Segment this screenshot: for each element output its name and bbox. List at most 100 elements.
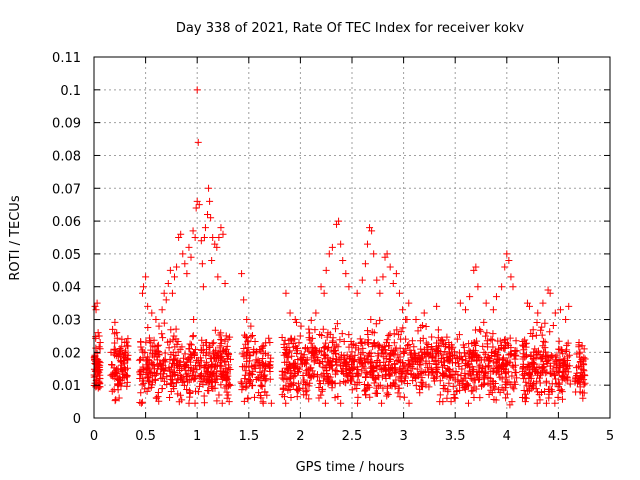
data-point xyxy=(167,326,175,334)
data-point xyxy=(545,394,553,402)
data-point xyxy=(334,343,342,351)
data-point xyxy=(367,352,375,360)
data-point xyxy=(176,391,184,399)
data-point xyxy=(289,359,297,367)
data-point xyxy=(179,354,187,362)
data-point xyxy=(137,399,145,407)
data-point xyxy=(554,394,562,402)
data-point xyxy=(201,224,209,232)
data-point xyxy=(463,361,471,369)
data-point xyxy=(279,384,287,392)
data-point xyxy=(348,341,356,349)
data-point xyxy=(351,351,359,359)
data-point xyxy=(527,353,535,361)
data-point xyxy=(171,355,179,363)
data-point xyxy=(281,336,289,344)
data-point xyxy=(561,355,569,363)
data-point xyxy=(505,256,513,264)
data-point xyxy=(208,383,216,391)
data-point xyxy=(456,299,464,307)
data-point xyxy=(476,394,484,402)
data-point xyxy=(221,337,229,345)
data-point xyxy=(391,382,399,390)
data-point xyxy=(447,398,455,406)
data-point xyxy=(223,372,231,380)
data-point xyxy=(405,399,413,407)
data-point xyxy=(251,337,259,345)
data-point xyxy=(217,370,225,378)
data-point xyxy=(290,379,298,387)
data-point xyxy=(383,336,391,344)
data-point xyxy=(251,393,259,401)
data-point xyxy=(211,362,219,370)
data-point xyxy=(439,371,447,379)
data-point xyxy=(323,366,331,374)
data-point xyxy=(166,337,174,345)
data-point xyxy=(373,276,381,284)
data-point xyxy=(192,204,200,212)
data-point xyxy=(487,368,495,376)
data-point xyxy=(367,370,375,378)
data-point xyxy=(219,371,227,379)
data-point xyxy=(328,379,336,387)
data-point xyxy=(306,329,314,337)
data-point xyxy=(158,330,166,338)
data-point xyxy=(123,364,131,372)
data-point xyxy=(151,365,159,373)
data-point xyxy=(256,368,264,376)
y-tick-labels: 0 0.01 0.02 0.03 0.04 0.05 0.06 0.07 0.08 0.09 0.1… xyxy=(52,51,81,427)
data-point xyxy=(445,379,453,387)
data-point xyxy=(526,380,534,388)
data-point xyxy=(394,389,402,397)
data-point xyxy=(390,330,398,338)
data-point xyxy=(480,356,488,364)
data-point xyxy=(319,363,327,371)
data-point xyxy=(244,348,252,356)
y-tick-label: 0.05 xyxy=(52,248,81,263)
data-point xyxy=(467,357,475,365)
data-point xyxy=(327,362,335,370)
data-point xyxy=(470,367,478,375)
data-point xyxy=(307,339,315,347)
data-point xyxy=(249,368,257,376)
data-point xyxy=(240,344,248,352)
data-point xyxy=(405,341,413,349)
data-point xyxy=(404,366,412,374)
data-point xyxy=(211,354,219,362)
data-point xyxy=(393,326,401,334)
data-point xyxy=(200,392,208,400)
data-point xyxy=(505,351,513,359)
y-tick-label: 0.06 xyxy=(52,215,81,230)
data-point xyxy=(194,138,202,146)
x-axis-label: GPS time / hours xyxy=(296,460,405,475)
data-point xyxy=(137,389,145,397)
data-point xyxy=(548,388,556,396)
data-point xyxy=(95,343,103,351)
data-point xyxy=(326,373,334,381)
data-point xyxy=(549,322,557,330)
data-point xyxy=(473,368,481,376)
data-point xyxy=(581,379,589,387)
data-point xyxy=(400,349,408,357)
x-tick-label: 4.5 xyxy=(548,429,569,444)
data-point xyxy=(142,273,150,281)
data-point xyxy=(302,388,310,396)
data-point xyxy=(395,331,403,339)
data-point xyxy=(439,369,447,377)
data-point xyxy=(149,372,157,380)
data-point xyxy=(461,369,469,377)
data-point xyxy=(351,381,359,389)
data-point xyxy=(140,366,148,374)
data-point xyxy=(455,331,463,339)
data-point xyxy=(439,398,447,406)
data-point xyxy=(364,381,372,389)
data-point xyxy=(243,382,251,390)
data-point xyxy=(384,391,392,399)
data-point xyxy=(446,343,454,351)
data-point xyxy=(425,368,433,376)
data-point xyxy=(181,260,189,268)
data-point xyxy=(407,370,415,378)
data-point xyxy=(541,344,549,352)
data-point xyxy=(213,397,221,405)
data-point xyxy=(370,250,378,258)
